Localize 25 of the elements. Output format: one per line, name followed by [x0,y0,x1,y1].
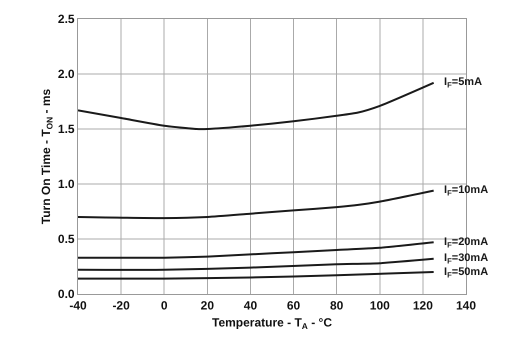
y-tick-label: 2.5 [58,12,75,26]
x-tick-label: 120 [412,298,434,312]
line-series [78,258,435,271]
line-series [78,271,435,280]
x-tick-label: 60 [286,298,301,312]
x-tick-label: 80 [330,298,344,312]
series-label: I$_{F}$=30mA [444,252,488,266]
x-tick-label: 100 [370,298,390,312]
x-tick-label: 140 [456,298,476,312]
y-tick-label: 1.5 [58,122,75,136]
x-tick-label: 40 [244,298,258,312]
series-label: I$_{F}$=50mA [444,266,488,280]
x-tick-label: -20 [112,298,130,312]
line-series [78,82,435,130]
series-label: I$_{F}$=5mA [444,76,482,90]
series-label: I$_{F}$=20mA [444,236,488,250]
x-tick-label: 20 [200,298,214,312]
y-tick-label: 1.0 [58,177,75,192]
x-axis-title: Temperature - T$_{A}$ - °C [212,315,332,331]
series-label: I$_{F}$=10mA [444,184,488,198]
x-tick-label: 0 [160,298,168,312]
y-tick-label: 2.0 [58,67,75,82]
y-tick-label: 0.5 [58,232,75,246]
line-series [78,241,435,259]
line-series [78,190,435,220]
